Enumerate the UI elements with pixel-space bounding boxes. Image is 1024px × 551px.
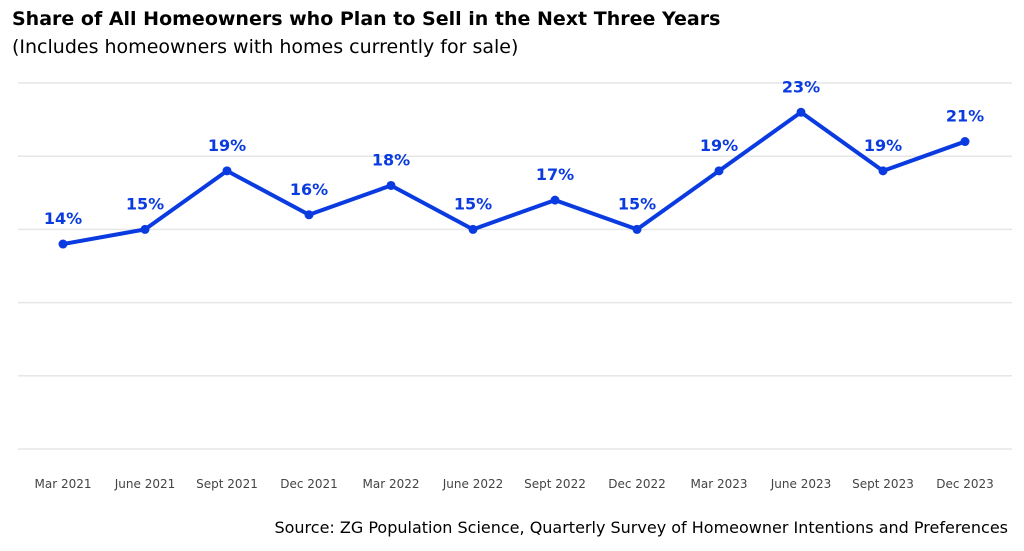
x-tick-label: Mar 2022 — [363, 477, 420, 491]
x-tick-label: Mar 2021 — [35, 477, 92, 491]
data-point — [140, 224, 150, 234]
x-tick-label: June 2023 — [770, 477, 832, 491]
data-label: 21% — [946, 107, 984, 126]
data-label: 15% — [126, 194, 164, 213]
data-labels: 14% 15% 19% 16% 18% 15% 17% 15% 19% 23% 19% 21% — [44, 77, 984, 228]
data-point — [796, 107, 806, 117]
data-point — [632, 224, 642, 234]
x-tick-label: Dec 2022 — [608, 477, 666, 491]
data-label: 15% — [454, 194, 492, 213]
data-label: 19% — [864, 136, 902, 155]
series-line — [61, 110, 967, 247]
data-label: 17% — [536, 165, 574, 184]
chart-title: Share of All Homeowners who Plan to Sell… — [12, 8, 721, 30]
data-label: 14% — [44, 209, 82, 228]
data-label: 19% — [208, 136, 246, 155]
x-tick-label: Sept 2023 — [852, 477, 914, 491]
data-point — [386, 180, 396, 190]
data-label: 16% — [290, 180, 328, 199]
gridlines — [18, 82, 1012, 450]
data-label: 23% — [782, 77, 820, 96]
data-points — [58, 107, 970, 249]
data-label: 15% — [618, 194, 656, 213]
x-tick-label: June 2022 — [442, 477, 504, 491]
source-note: Source: ZG Population Science, Quarterly… — [274, 518, 1008, 537]
series-line-group — [61, 110, 967, 247]
data-point — [468, 224, 478, 234]
x-tick-label: Mar 2023 — [691, 477, 748, 491]
data-point — [304, 210, 314, 220]
x-tick-label: Dec 2021 — [280, 477, 338, 491]
x-tick-label: June 2021 — [114, 477, 176, 491]
x-tick-label: Dec 2023 — [936, 477, 994, 491]
data-label: 18% — [372, 150, 410, 169]
x-axis-ticks: Mar 2021 June 2021 Sept 2021 Dec 2021 Mar 20… — [35, 477, 994, 491]
data-point — [222, 166, 232, 176]
data-point — [960, 137, 970, 147]
data-point — [878, 166, 888, 176]
data-point — [714, 166, 724, 176]
data-point — [550, 195, 560, 205]
x-tick-label: Sept 2021 — [196, 477, 258, 491]
x-tick-label: Sept 2022 — [524, 477, 586, 491]
data-point — [58, 239, 68, 249]
data-label: 19% — [700, 136, 738, 155]
chart-subtitle: (Includes homeowners with homes currentl… — [12, 36, 519, 58]
